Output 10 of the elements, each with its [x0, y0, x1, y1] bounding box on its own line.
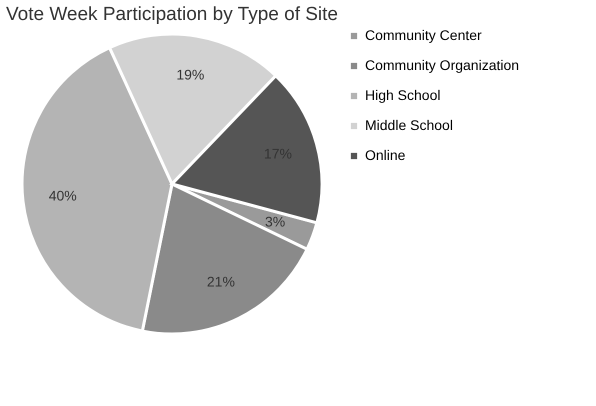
data-label: 21% [206, 274, 235, 290]
data-label: 3% [264, 213, 286, 230]
legend-label: Middle School [365, 117, 453, 133]
legend-label: High School [365, 87, 440, 103]
data-label: 19% [176, 66, 204, 83]
legend-label: Community Organization [365, 57, 520, 73]
chart-title: Vote Week Participation by Type of Site [6, 4, 338, 25]
data-label: 40% [48, 188, 77, 204]
legend-label: Community Center [365, 27, 482, 43]
legend-label: Online [365, 147, 406, 163]
